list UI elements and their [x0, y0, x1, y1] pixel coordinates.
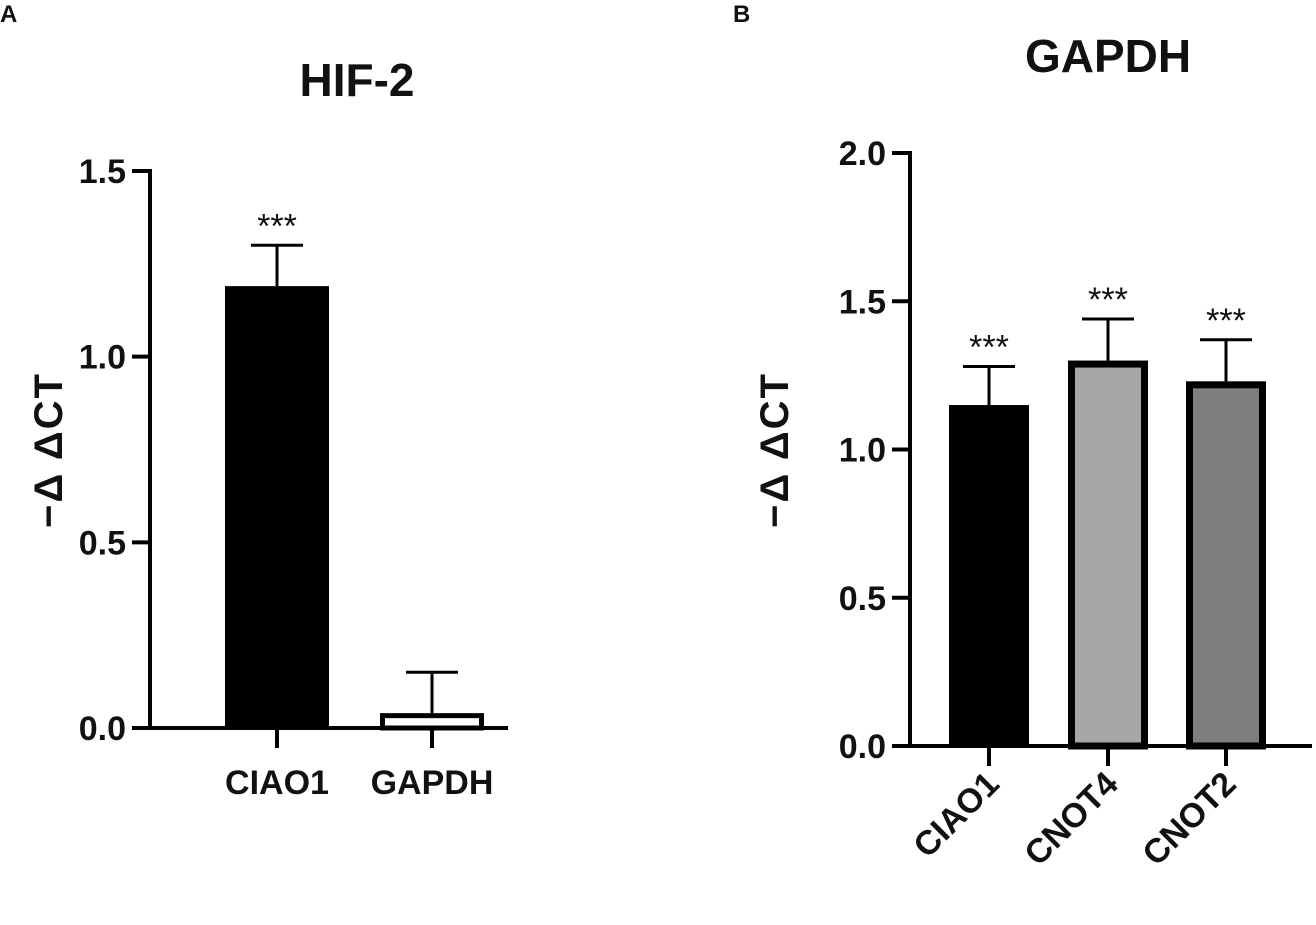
panel-b-significance-marker: ***: [1206, 302, 1246, 340]
panel-a-significance-marker: ***: [257, 207, 297, 245]
panel-b-bar-fill: [949, 405, 1029, 746]
panel-b-y-tick-label: 0.5: [839, 580, 886, 618]
panel-a-x-tick-label: GAPDH: [371, 764, 494, 802]
panel-a-y-tick-label: 0.0: [79, 710, 126, 748]
panel-b-plot: 0.0 0.5 1.0 1.5 2.0 CIAO1 *** CNOT4 *** CNOT2 ***: [839, 135, 1312, 873]
panel-b-letter: B: [733, 1, 750, 28]
panel-a-x-tick-label: CIAO1: [225, 764, 329, 802]
panel-a-plot: 0.0 0.5 1.0 1.5 CIAO1 *** GAPDH: [79, 153, 508, 802]
panel-a-y-tick-label: 1.0: [79, 339, 126, 377]
panel-b-y-tick-label: 2.0: [839, 135, 886, 173]
panel-a-bar-fill: [225, 286, 329, 728]
panel-a-bar-gapdh: [380, 713, 484, 731]
panel-b: B GAPDH −Δ ΔCT 0.0 0.5 1.0 1.5 2.0 CIAO1 *** CN…: [733, 1, 1312, 873]
panel-b-title: GAPDH: [1025, 30, 1191, 82]
panel-b-x-tick-label: CNOT2: [1135, 765, 1243, 873]
panel-b-bar-cnot4: [1068, 360, 1148, 750]
panel-b-y-tick-label: 0.0: [839, 728, 886, 766]
panel-b-y-tick-label: 1.5: [839, 283, 886, 321]
panel-b-y-tick-label: 1.0: [839, 432, 886, 470]
panel-a-y-tick-label: 0.5: [79, 524, 126, 562]
panel-b-x-tick-label: CNOT4: [1017, 765, 1125, 873]
panel-b-significance-marker: ***: [1088, 281, 1128, 319]
panel-a: A HIF-2 −Δ ΔCT 0.0 0.5 1.0 1.5 CIAO1 *** GAPDH: [0, 1, 508, 802]
panel-b-significance-marker: ***: [969, 328, 1009, 366]
panel-b-bar-cnot2: [1186, 381, 1266, 750]
panel-b-y-axis-label: −Δ ΔCT: [753, 372, 797, 528]
panel-a-title: HIF-2: [300, 54, 415, 106]
panel-a-letter: A: [0, 1, 17, 28]
panel-b-x-tick-label: CIAO1: [906, 765, 1006, 865]
panel-a-y-axis-label: −Δ ΔCT: [27, 372, 71, 528]
panel-a-y-tick-label: 1.5: [79, 153, 126, 191]
